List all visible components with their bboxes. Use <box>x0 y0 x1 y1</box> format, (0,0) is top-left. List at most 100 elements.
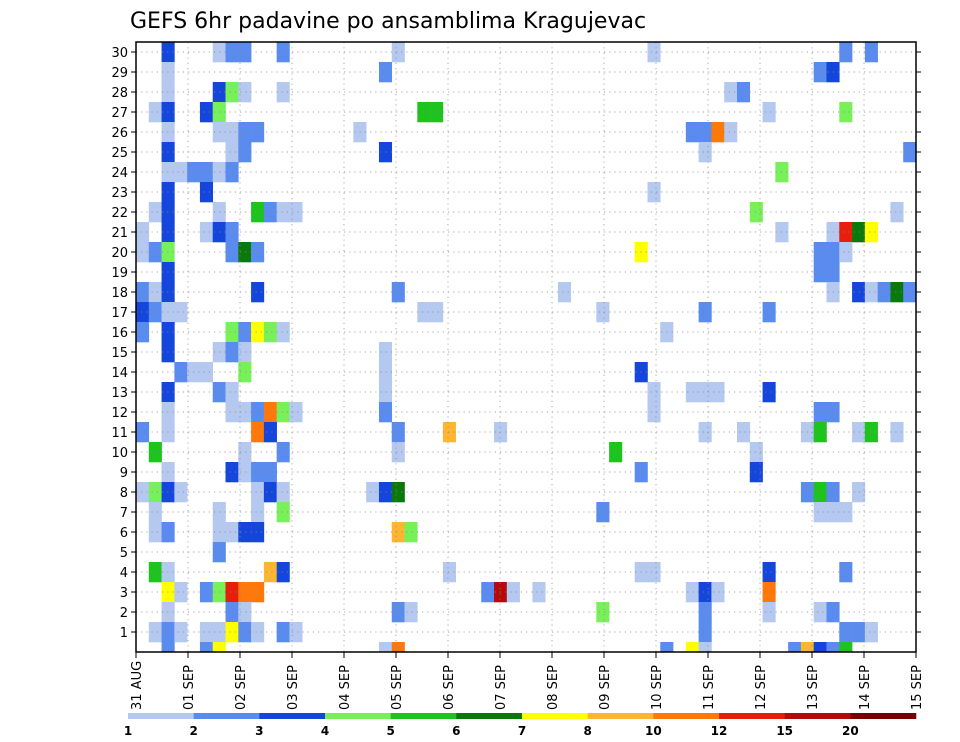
precip-cell <box>378 482 393 503</box>
y-tick-label: 27 <box>111 106 128 121</box>
legend-label: 15 <box>776 724 793 738</box>
y-tick-label: 29 <box>111 66 128 81</box>
precip-cell <box>199 642 214 653</box>
y-tick-label: 18 <box>111 286 128 301</box>
y-tick-label: 15 <box>111 346 128 361</box>
precip-cell <box>251 282 265 303</box>
precip-cell <box>148 242 162 263</box>
precip-cell <box>238 142 252 163</box>
precip-cell <box>148 622 162 643</box>
precip-cell <box>174 622 188 643</box>
precip-cell <box>276 502 290 523</box>
precip-cell <box>685 122 699 143</box>
x-tick-label: 13 SEP <box>806 665 821 710</box>
y-tick-label: 24 <box>111 166 128 181</box>
precip-cell <box>212 642 226 653</box>
precip-cell <box>289 622 303 643</box>
precip-cell <box>864 422 878 443</box>
precip-cell <box>903 142 917 163</box>
precip-cell <box>711 122 725 143</box>
precip-cell <box>225 162 239 183</box>
precip-cell <box>148 282 162 303</box>
precip-cell <box>762 302 776 323</box>
precip-cell <box>136 322 150 343</box>
precip-cell <box>685 582 699 603</box>
precip-cell <box>225 342 239 363</box>
precip-cell <box>391 602 405 623</box>
precip-cell <box>238 582 252 603</box>
precip-cell <box>391 282 405 303</box>
precip-cell <box>762 102 776 123</box>
precip-cell <box>813 262 827 283</box>
precip-cell <box>199 222 214 243</box>
legend-label: 1 <box>124 724 132 738</box>
x-tick-label: 04 SEP <box>338 665 353 710</box>
x-tick-label: 09 SEP <box>598 665 613 710</box>
precip-cell <box>174 362 188 383</box>
precip-cell <box>225 242 239 263</box>
precip-cell <box>417 302 431 323</box>
precip-cell <box>238 442 252 463</box>
legend-swatch <box>587 713 654 719</box>
precip-cell <box>839 42 853 63</box>
precip-cell <box>251 582 265 603</box>
precip-cell <box>263 482 277 503</box>
precip-cell <box>442 422 456 443</box>
y-tick-label: 21 <box>111 226 128 241</box>
precip-cell <box>251 622 265 643</box>
precip-cell <box>225 382 239 403</box>
precip-cell <box>199 182 214 203</box>
precip-cell <box>225 582 239 603</box>
precip-cell <box>276 202 290 223</box>
y-tick-label: 28 <box>111 86 128 101</box>
precip-cell <box>749 202 763 223</box>
y-tick-label: 8 <box>120 486 128 501</box>
precip-cell <box>225 402 239 423</box>
precip-cell <box>839 622 853 643</box>
color-legend: 1 2 3 4 5 6 7 8 10 12 15 20 <box>124 713 917 738</box>
legend-swatch <box>456 713 523 719</box>
precip-cell <box>251 522 265 543</box>
precip-cell <box>378 342 393 363</box>
legend-swatch <box>325 713 391 719</box>
precip-cell <box>839 502 853 523</box>
x-tick-label: 03 SEP <box>286 665 301 710</box>
precip-cell <box>813 242 827 263</box>
precip-cell <box>225 602 239 623</box>
y-tick-label: 19 <box>111 266 128 281</box>
precip-cell <box>289 202 303 223</box>
legend-swatch <box>522 713 588 719</box>
precip-cell <box>174 162 188 183</box>
y-tick-label: 26 <box>111 126 128 141</box>
precip-cell <box>174 302 188 323</box>
x-tick-label: 14 SEP <box>858 665 873 710</box>
legend-swatch <box>653 713 720 719</box>
precip-cell <box>263 402 277 423</box>
y-tick-label: 14 <box>111 366 128 381</box>
precip-cell <box>276 562 290 583</box>
x-tick-label: 06 SEP <box>442 665 457 710</box>
y-tick-label: 2 <box>120 606 128 621</box>
precip-cell <box>698 622 712 643</box>
precip-cell <box>148 502 162 523</box>
precip-cell <box>647 562 661 583</box>
chart-title: GEFS 6hr padavine po ansamblima Kragujev… <box>130 9 646 34</box>
precip-cell <box>251 202 265 223</box>
precip-cell <box>711 382 725 403</box>
precip-cell <box>136 302 150 323</box>
precip-cell <box>136 242 150 263</box>
precip-cell <box>813 502 827 523</box>
precip-cell <box>647 42 661 63</box>
precip-cell <box>238 402 252 423</box>
x-tick-label: 08 SEP <box>546 665 561 710</box>
precip-cell <box>736 82 751 103</box>
precip-cell <box>238 242 252 263</box>
x-tick-label: 31 AUG <box>130 661 145 710</box>
precip-cell <box>852 222 866 243</box>
precip-cell <box>813 642 827 653</box>
precip-cell <box>378 382 393 403</box>
y-tick-label: 30 <box>111 46 128 61</box>
precip-cell <box>225 462 239 483</box>
precip-cell <box>251 122 265 143</box>
